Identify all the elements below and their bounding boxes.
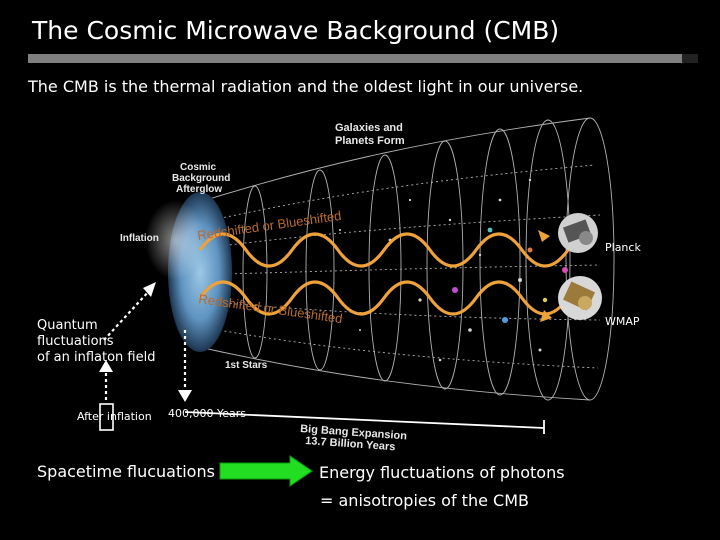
after-inflation-label: After inflation <box>77 410 152 423</box>
colored-galaxies <box>452 227 568 323</box>
spacetime-fluctuations-text: Spacetime flucuations <box>37 462 215 481</box>
photon-wave-top <box>198 232 580 268</box>
inflation-haze <box>145 200 205 280</box>
cmb-anisotropies-text: = anisotropies of the CMB <box>320 491 529 510</box>
quantum-line-1: Quantum <box>37 318 98 333</box>
expansion-timeline <box>184 411 545 434</box>
title-divider <box>28 54 682 63</box>
energy-fluctuations-text: Energy fluctuations of photons <box>319 463 565 482</box>
photon-wave-bottom <box>198 280 580 316</box>
quantum-pointer-head <box>143 282 156 297</box>
photon-arrowhead-bottom <box>540 310 552 322</box>
label-afterglow-3: Afterglow <box>176 184 222 195</box>
after-inflation-head <box>99 360 113 372</box>
quantum-fluctuations-note: Quantum fluctuations of an inflaton fiel… <box>37 318 155 366</box>
label-inflation: Inflation <box>120 233 159 244</box>
label-planck: Planck <box>605 241 641 254</box>
years-label: 400,000 Years <box>168 407 247 420</box>
photon-arrowhead-top <box>538 230 550 242</box>
galaxy-speckles <box>339 178 577 362</box>
green-flow-arrow <box>219 455 313 487</box>
label-first-stars: 1st Stars <box>225 360 268 371</box>
label-wmap: WMAP <box>605 315 640 328</box>
quantum-pointer-arrow <box>103 289 151 341</box>
planck-satellite <box>558 213 598 253</box>
label-afterglow-1: Cosmic <box>180 162 217 173</box>
title-divider-end <box>682 54 698 63</box>
label-planets: Planets Form <box>335 135 405 147</box>
quantum-line-3: of an inflaton field <box>37 350 156 365</box>
after-inflation-marker <box>99 403 114 431</box>
wmap-satellite <box>558 276 602 320</box>
label-afterglow-2: Background <box>172 173 230 184</box>
label-galaxies: Galaxies and <box>335 122 403 134</box>
slide-subtitle: The CMB is the thermal radiation and the… <box>28 77 584 96</box>
quantum-line-2: fluctuations <box>37 334 114 349</box>
slide-title: The Cosmic Microwave Background (CMB) <box>32 16 560 45</box>
years-marker-head <box>178 390 192 402</box>
expansion-cone <box>189 117 615 401</box>
